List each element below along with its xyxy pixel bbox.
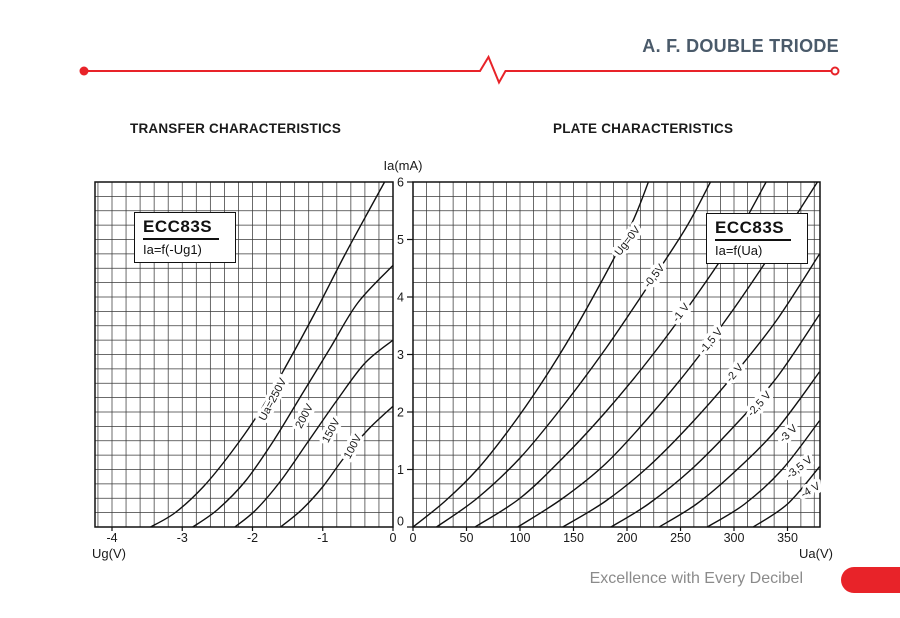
curve-100v <box>280 405 393 527</box>
x-tick-label: -1 <box>317 531 328 545</box>
curve-label-1-5-v: -1,5 V <box>697 325 725 356</box>
plate-model-name: ECC83S <box>715 217 792 242</box>
y-tick-label: 4 <box>397 291 404 305</box>
y-axis-label: Ia(mA) <box>384 158 423 173</box>
header-rule-ring-right <box>830 66 840 76</box>
x-tick-label: 300 <box>724 531 745 545</box>
x-axis-label-plate: Ua(V) <box>799 546 833 561</box>
curve-2-v <box>562 253 820 527</box>
curve-ug-0v <box>413 182 650 527</box>
curve-0-5v <box>436 182 712 527</box>
curve-label-2-5-v: -2,5 V <box>745 389 774 419</box>
header-rule-line-with-pulse <box>84 54 835 85</box>
plate-model-box: ECC83S Ia=f(Ua) <box>706 213 808 264</box>
y-tick-label: 1 <box>397 463 404 477</box>
x-tick-label: 200 <box>617 531 638 545</box>
curve-2-5-v <box>610 313 820 527</box>
x-tick-label: 0 <box>410 531 417 545</box>
y-tick-label: 0 <box>397 515 404 529</box>
x-tick-label: -4 <box>106 531 117 545</box>
y-tick-label: 6 <box>397 176 404 190</box>
curves <box>413 182 820 527</box>
plot-frame <box>94 181 394 528</box>
transfer-model-box: ECC83S Ia=f(-Ug1) <box>134 212 236 263</box>
x-tick-label: -3 <box>177 531 188 545</box>
curve-3-v <box>658 371 820 527</box>
curve-150v <box>234 339 393 527</box>
curve-label-3-v: -3 V <box>777 422 800 445</box>
x-tick-label: 250 <box>670 531 691 545</box>
y-tick-label: 2 <box>397 406 404 420</box>
plate-section-title: PLATE CHARACTERISTICS <box>553 121 734 136</box>
x-axis-label-transfer: Ug(V) <box>92 546 126 561</box>
header-rule-decoration <box>79 54 840 85</box>
plate-model-function: Ia=f(Ua) <box>715 243 763 259</box>
curve-ua-250v <box>150 182 386 527</box>
curve-label-0-5v: -0,5V <box>642 262 668 291</box>
y-tick-label: 5 <box>397 233 404 247</box>
curve-200v <box>192 264 393 527</box>
footer-accent-pill <box>841 567 900 593</box>
header-rule-dot-left <box>79 66 89 76</box>
x-tick-label: 100 <box>510 531 531 545</box>
transfer-model-name: ECC83S <box>143 216 220 241</box>
transfer-model-function: Ia=f(-Ug1) <box>143 242 202 258</box>
curves <box>150 182 393 527</box>
y-tick-label: 3 <box>397 348 404 362</box>
footer-tagline: Excellence with Every Decibel <box>589 570 803 587</box>
x-tick-label: -2 <box>247 531 258 545</box>
x-tick-label: 350 <box>777 531 798 545</box>
transfer-section-title: TRANSFER CHARACTERISTICS <box>130 121 342 136</box>
curve-4-v <box>752 466 820 527</box>
x-tick-label: 50 <box>460 531 474 545</box>
curve-label-ug-0v: Ug=0V <box>613 224 644 259</box>
x-tick-label: 150 <box>563 531 584 545</box>
page-title: A. F. DOUBLE TRIODE <box>642 36 839 56</box>
x-tick-label: 0 <box>390 531 397 545</box>
curve-3-5-v <box>706 420 820 527</box>
